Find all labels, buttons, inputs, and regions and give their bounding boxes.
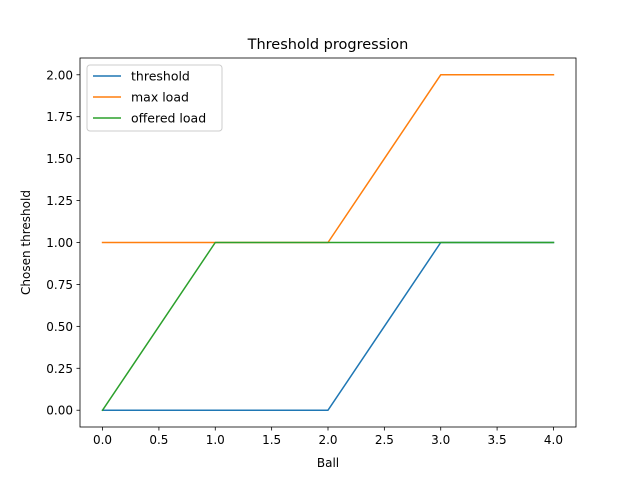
x-tick-label: 3.0 [431, 433, 450, 447]
x-tick-label: 2.0 [318, 433, 337, 447]
y-tick-label: 0.50 [46, 320, 73, 334]
x-tick-label: 3.5 [488, 433, 507, 447]
x-tick-label: 4.0 [544, 433, 563, 447]
x-tick-label: 1.5 [262, 433, 281, 447]
x-tick-label: 2.5 [375, 433, 394, 447]
y-tick-label: 0.75 [46, 278, 73, 292]
legend-label-1: max load [131, 90, 189, 105]
y-tick-label: 1.50 [46, 152, 73, 166]
x-tick-label: 0.5 [149, 433, 168, 447]
y-tick-label: 1.00 [46, 236, 73, 250]
chart-title: Threshold progression [247, 37, 409, 53]
y-tick-label: 1.75 [46, 110, 73, 124]
x-axis-label: Ball [317, 456, 339, 470]
x-tick-label: 1.0 [206, 433, 225, 447]
series-line-2 [101, 241, 555, 412]
legend-box [86, 64, 223, 132]
x-tick-label: 0.0 [93, 433, 112, 447]
y-axis-label: Chosen threshold [19, 190, 33, 295]
y-tick-label: 0.25 [46, 362, 73, 376]
legend-label-2: offered load [131, 111, 206, 126]
y-tick-label: 2.00 [46, 68, 73, 82]
plot-lines [101, 74, 555, 412]
y-tick-label: 0.00 [46, 404, 73, 418]
ticks: 0.0 0.5 1.0 1.5 2.0 2.5 3.0 3.5 4.0 0.00 0.25 0.50 0… [46, 68, 563, 447]
legend-label-0: threshold [131, 69, 190, 84]
legend: threshold max load offered load [86, 64, 223, 132]
y-tick-label: 1.25 [46, 194, 73, 208]
